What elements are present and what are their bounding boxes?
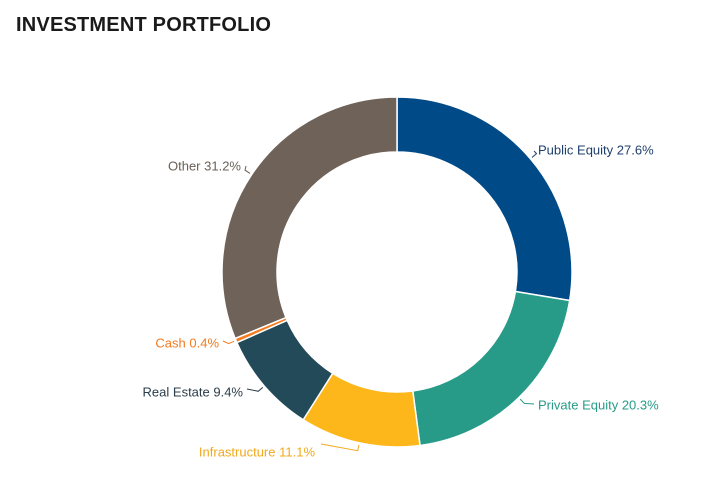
leader-line-other xyxy=(244,165,251,174)
slice-private-equity[interactable] xyxy=(411,290,571,447)
leader-line-infrastructure xyxy=(320,443,360,452)
slice-label-infrastructure: Infrastructure 11.1% xyxy=(199,444,316,459)
slice-label-other: Other 31.2% xyxy=(168,158,241,173)
leader-line-group xyxy=(222,150,538,452)
label-group: Public Equity 27.6% Private Equity 20.3% I… xyxy=(143,142,660,459)
leader-line-cash xyxy=(222,340,235,345)
leader-line-private-equity xyxy=(519,398,535,405)
slice-other[interactable] xyxy=(221,96,398,340)
leader-line-public-equity xyxy=(531,150,538,158)
slice-label-real-estate: Real Estate 9.4% xyxy=(143,384,244,399)
slice-label-cash: Cash 0.4% xyxy=(155,335,219,350)
slice-group xyxy=(221,96,573,448)
slice-public-equity[interactable] xyxy=(396,96,573,302)
slice-label-private-equity: Private Equity 20.3% xyxy=(538,397,659,412)
page-title: INVESTMENT PORTFOLIO xyxy=(16,14,272,36)
leader-line-real-estate xyxy=(246,386,264,392)
slice-label-public-equity: Public Equity 27.6% xyxy=(538,142,654,157)
